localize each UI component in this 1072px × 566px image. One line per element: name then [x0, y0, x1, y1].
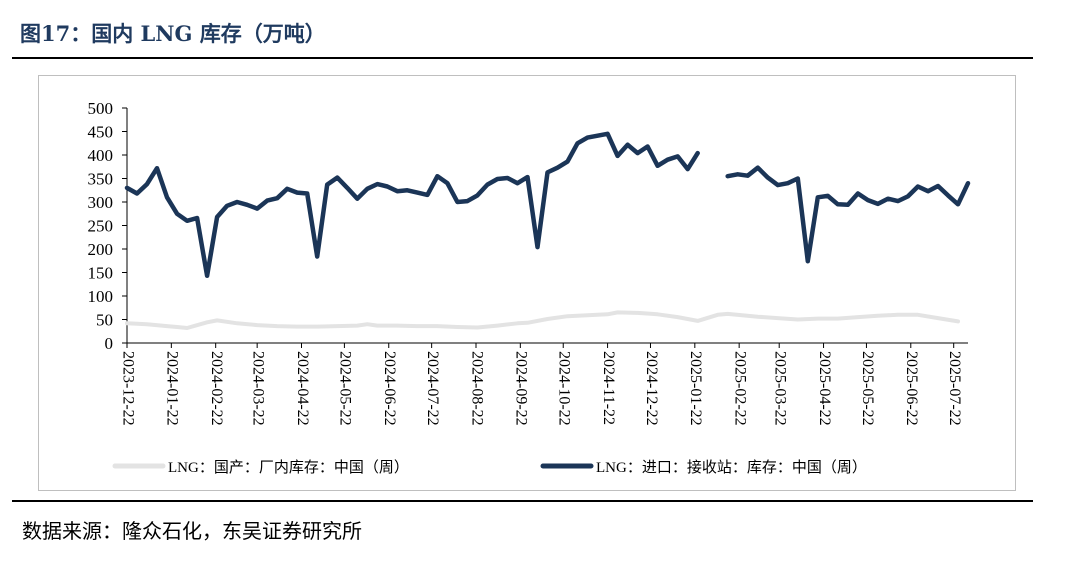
- series-line-domestic: [125, 310, 960, 330]
- x-tick-label: 2025-02-22: [731, 351, 748, 426]
- series-layer: [124, 131, 971, 330]
- x-tick-label: 2024-07-22: [424, 351, 441, 426]
- page-title: 图17：国内 LNG 库存（万吨）: [20, 21, 326, 46]
- x-tick-label: 2025-01-22: [687, 351, 704, 426]
- legend-label-domestic: LNG：国产：厂内库存：中国（周）: [168, 459, 409, 476]
- y-tick-label: 100: [88, 287, 114, 306]
- footer-divider: [12, 500, 1033, 502]
- x-tick-label: 2025-03-22: [772, 351, 789, 426]
- y-tick-label: 300: [88, 193, 114, 212]
- x-tick-label: 2024-08-22: [468, 351, 485, 426]
- x-tick-label: 2025-06-22: [903, 351, 920, 426]
- legend: LNG：国产：厂内库存：中国（周） LNG：进口：接收站：库存：中国（周）: [112, 459, 867, 476]
- data-source-note: 数据来源：隆众石化，东吴证券研究所: [22, 519, 362, 543]
- y-tick-label: 200: [88, 240, 114, 259]
- x-tick-label: 2024-06-22: [381, 351, 398, 426]
- x-tick-label: 2024-03-22: [249, 351, 266, 426]
- x-tick-label: 2024-10-22: [556, 351, 573, 426]
- chart-frame: [38, 75, 1016, 491]
- x-tick-label: 2024-01-22: [164, 351, 181, 426]
- x-tick-label: 2024-05-22: [337, 351, 354, 426]
- series-line-import: [124, 131, 971, 279]
- title-divider: [12, 57, 1033, 59]
- x-tick-label: 2024-11-22: [600, 351, 617, 425]
- x-axis: 2023-12-22 2024-01-22 2024-02-22 2024-03-22…: [119, 342, 968, 426]
- x-tick-label: 2025-07-22: [946, 351, 963, 426]
- y-tick-label: 0: [105, 334, 114, 353]
- x-tick-label: 2024-04-22: [294, 351, 311, 426]
- x-tick-label: 2023-12-22: [119, 351, 136, 426]
- x-tick-label: 2024-09-22: [513, 351, 530, 426]
- y-tick-label: 500: [88, 99, 114, 118]
- y-tick-label: 400: [88, 146, 114, 165]
- x-tick-label: 2025-05-22: [859, 351, 876, 426]
- y-tick-label: 250: [88, 217, 114, 236]
- y-tick-label: 450: [88, 123, 114, 142]
- legend-label-import: LNG：进口：接收站：库存：中国（周）: [596, 459, 867, 476]
- y-tick-label: 350: [88, 170, 114, 189]
- y-tick-label: 150: [88, 264, 114, 283]
- x-tick-label: 2024-02-22: [208, 351, 225, 426]
- x-tick-label: 2024-12-22: [643, 351, 660, 426]
- y-axis: 0 50 100 150 200 250 300 350 400 450 500: [88, 99, 128, 353]
- y-tick-label: 50: [96, 311, 113, 330]
- x-tick-label: 2025-04-22: [816, 351, 833, 426]
